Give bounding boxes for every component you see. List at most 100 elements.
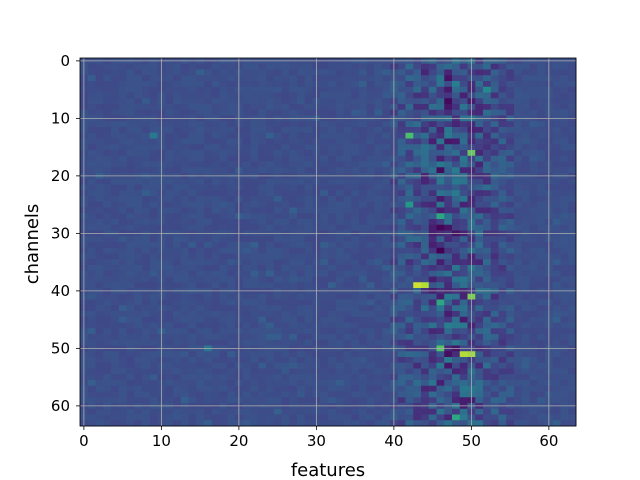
heatmap-cell [219,213,228,220]
heatmap-cell [134,316,143,323]
heatmap-cell [483,109,492,116]
heatmap-cell [142,305,151,312]
heatmap-cell [459,144,468,151]
heatmap-cell [273,282,282,289]
heatmap-cell [211,385,220,392]
heatmap-cell [180,276,189,283]
heatmap-cell [459,316,468,323]
heatmap-cell [242,98,251,105]
heatmap-cell [87,305,96,312]
heatmap-cell [521,247,530,254]
heatmap-cell [142,138,151,145]
heatmap-cell [149,213,158,220]
heatmap-cell [242,282,251,289]
heatmap-cell [537,305,546,312]
heatmap-cell [258,282,267,289]
heatmap-cell [134,328,143,335]
heatmap-cell [134,161,143,168]
heatmap-cell [180,236,189,243]
heatmap-cell [405,311,414,318]
heatmap-cell [328,242,337,249]
heatmap-cell [126,311,135,318]
heatmap-cell [452,138,461,145]
heatmap-cell [87,276,96,283]
heatmap-cell [483,414,492,421]
heatmap-cell [498,201,507,208]
heatmap-cell [273,328,282,335]
heatmap-cell [142,311,151,318]
heatmap-cell [343,328,352,335]
heatmap-cell [204,144,213,151]
heatmap-cell [289,270,298,277]
heatmap-cell [436,144,445,151]
heatmap-cell [405,247,414,254]
heatmap-cell [204,339,213,346]
heatmap-cell [537,224,546,231]
heatmap-cell [219,391,228,398]
heatmap-cell [483,357,492,364]
heatmap-cell [95,334,104,341]
heatmap-cell [397,293,406,300]
heatmap-cell [359,138,368,145]
heatmap-cell [490,201,499,208]
heatmap-cell [173,201,182,208]
heatmap-cell [436,161,445,168]
heatmap-cell [382,132,391,139]
heatmap-cell [258,391,267,398]
heatmap-cell [498,259,507,266]
heatmap-cell [459,75,468,82]
heatmap-cell [219,207,228,214]
heatmap-cell [335,69,344,76]
heatmap-cell [444,368,453,375]
heatmap-cell [111,201,120,208]
heatmap-cell [335,253,344,260]
heatmap-cell [343,178,352,185]
heatmap-cell [428,121,437,128]
heatmap-cell [204,414,213,421]
heatmap-cell [521,81,530,88]
heatmap-cell [366,380,375,387]
heatmap-cell [382,75,391,82]
heatmap-cell [126,282,135,289]
heatmap-cell [397,86,406,93]
heatmap-cell [211,270,220,277]
heatmap-cell [134,213,143,220]
heatmap-cell [359,201,368,208]
heatmap-cell [149,86,158,93]
heatmap-cell [87,259,96,266]
heatmap-cell [134,190,143,197]
heatmap-cell [320,92,329,99]
heatmap-cell [320,219,329,226]
heatmap-cell [521,380,530,387]
heatmap-cell [514,63,523,70]
heatmap-cell [436,63,445,70]
heatmap-cell [366,362,375,369]
heatmap-cell [165,368,174,375]
heatmap-cell [219,224,228,231]
heatmap-cell [134,420,143,427]
heatmap-cell [552,127,561,134]
heatmap-cell [211,334,220,341]
heatmap-cell [196,207,205,214]
heatmap-cell [204,334,213,341]
heatmap-cell [180,391,189,398]
heatmap-cell [118,305,127,312]
heatmap-cell [506,276,515,283]
heatmap-cell [242,161,251,168]
heatmap-cell [165,334,174,341]
heatmap-cell [242,316,251,323]
heatmap-cell [328,316,337,323]
heatmap-cell [180,86,189,93]
heatmap-cell [103,167,112,174]
heatmap-cell [428,155,437,162]
heatmap-cell [87,138,96,145]
heatmap-cell [444,420,453,427]
heatmap-cell [304,155,313,162]
heatmap-cell [490,236,499,243]
heatmap-cell [188,253,197,260]
heatmap-cell [304,69,313,76]
heatmap-cell [529,178,538,185]
heatmap-cell [328,408,337,415]
heatmap-cell [359,104,368,111]
heatmap-cell [266,351,275,358]
